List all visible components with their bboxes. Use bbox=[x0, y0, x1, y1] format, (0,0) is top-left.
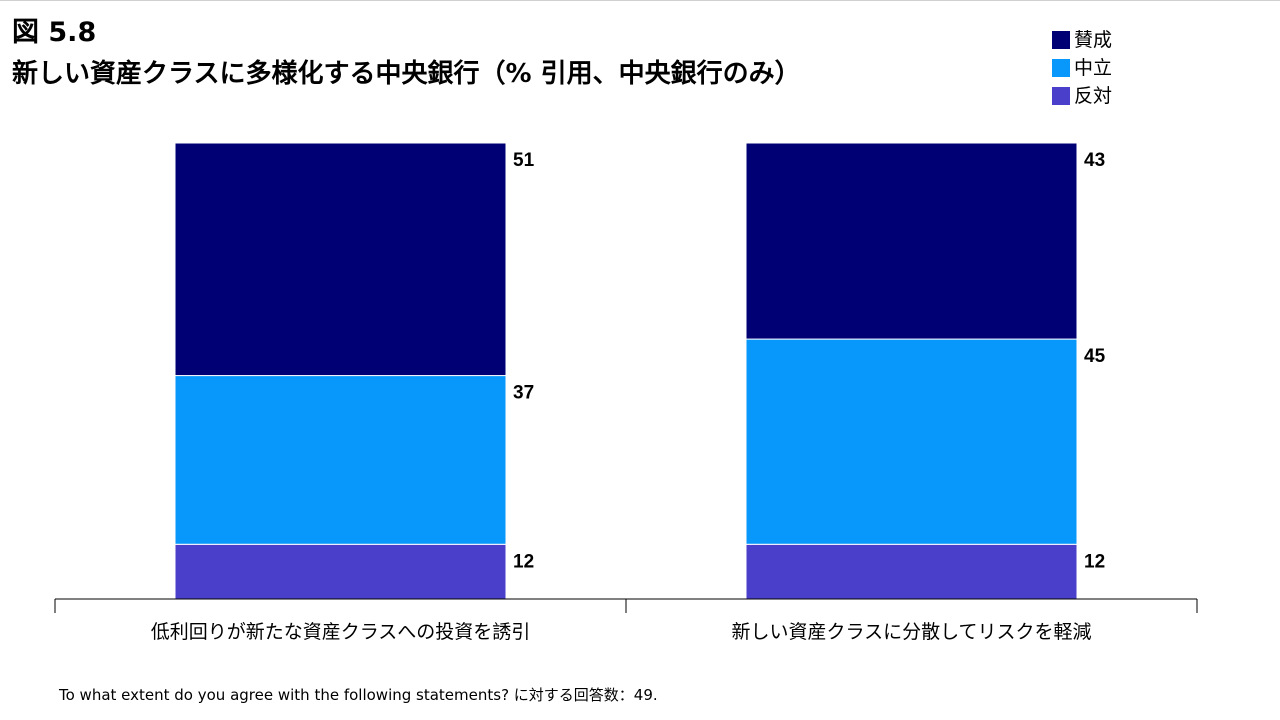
legend-label-neutral: 中立 bbox=[1074, 57, 1113, 79]
legend-swatch-agree bbox=[1052, 31, 1070, 49]
data-label-neutral-1: 37 bbox=[513, 383, 534, 404]
data-label-agree-1: 51 bbox=[513, 150, 535, 171]
top-rule bbox=[0, 0, 1280, 1]
category-label-1: 低利回りが新たな資産クラスへの投資を誘引 bbox=[151, 621, 531, 643]
legend-swatch-neutral bbox=[1052, 59, 1070, 77]
legend: 賛成 中立 反対 bbox=[1052, 26, 1112, 110]
data-label-agree-2: 43 bbox=[1084, 150, 1105, 171]
figure-label: 図 5.8 bbox=[12, 17, 97, 48]
bar-segment-neutral-2 bbox=[745, 338, 1078, 545]
data-label-disagree-1: 12 bbox=[513, 551, 534, 572]
bar-segment-agree-2 bbox=[745, 142, 1078, 340]
data-label-disagree-2: 12 bbox=[1084, 551, 1105, 572]
footnote: To what extent do you agree with the fol… bbox=[59, 686, 658, 704]
bar-segment-disagree-1 bbox=[174, 543, 507, 600]
legend-label-disagree: 反対 bbox=[1074, 85, 1113, 107]
legend-swatch-disagree bbox=[1052, 87, 1070, 105]
bar-segment-agree-1 bbox=[174, 142, 507, 377]
bar-segment-neutral-1 bbox=[174, 375, 507, 545]
chart-title: 新しい資産クラスに多様化する中央銀行（% 引用、中央銀行のみ） bbox=[12, 59, 801, 89]
data-label-neutral-2: 45 bbox=[1084, 346, 1106, 367]
legend-item-neutral: 中立 bbox=[1052, 54, 1112, 82]
bar-segment-disagree-2 bbox=[745, 543, 1078, 600]
category-label-2: 新しい資産クラスに分散してリスクを軽減 bbox=[731, 621, 1091, 643]
legend-item-disagree: 反対 bbox=[1052, 82, 1112, 110]
legend-item-agree: 賛成 bbox=[1052, 26, 1112, 54]
legend-label-agree: 賛成 bbox=[1074, 29, 1113, 51]
